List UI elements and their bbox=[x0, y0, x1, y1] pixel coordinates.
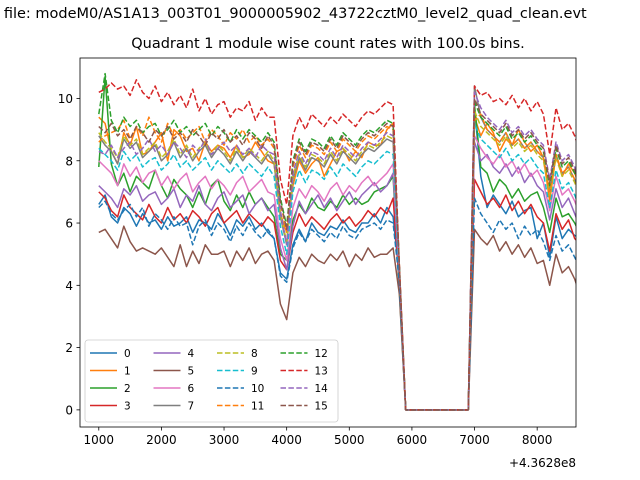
x-tick-label: 6000 bbox=[397, 433, 428, 447]
y-tick-label: 0 bbox=[65, 403, 73, 417]
series-group bbox=[98, 72, 576, 411]
legend-label-11: 11 bbox=[251, 401, 264, 413]
legend-label-8: 8 bbox=[251, 348, 258, 360]
x-tick-label: 7000 bbox=[459, 433, 490, 447]
x-tick-label: 2000 bbox=[146, 433, 177, 447]
legend-label-10: 10 bbox=[251, 383, 264, 395]
series-line-14 bbox=[98, 91, 576, 411]
figure-suptitle: in file: modeM0/AS1A13_003T01_9000005902… bbox=[0, 6, 640, 30]
series-line-12 bbox=[98, 72, 576, 411]
series-line-6 bbox=[98, 135, 576, 411]
chart-title: Quadrant 1 module wise count rates with … bbox=[131, 36, 525, 52]
legend-label-7: 7 bbox=[188, 401, 195, 413]
legend-label-13: 13 bbox=[315, 366, 328, 378]
legend-label-5: 5 bbox=[188, 366, 195, 378]
series-line-10 bbox=[98, 197, 576, 411]
y-tick-label: 10 bbox=[58, 92, 73, 106]
legend-frame bbox=[84, 339, 339, 423]
axes-frame bbox=[79, 57, 577, 428]
series-line-9 bbox=[98, 122, 576, 411]
series-line-15 bbox=[98, 97, 576, 411]
y-tick-label: 8 bbox=[65, 154, 73, 168]
series-line-3 bbox=[98, 178, 576, 411]
series-line-8 bbox=[98, 110, 576, 411]
y-tick-label: 4 bbox=[65, 279, 73, 293]
series-line-7 bbox=[98, 85, 576, 411]
x-offset-text: +4.3628e8 bbox=[509, 456, 576, 470]
legend-label-1: 1 bbox=[124, 366, 131, 378]
y-tick-label: 6 bbox=[65, 217, 73, 231]
legend-label-0: 0 bbox=[124, 348, 131, 360]
legend-label-15: 15 bbox=[315, 401, 328, 413]
series-line-13 bbox=[98, 79, 576, 411]
legend-label-3: 3 bbox=[124, 401, 131, 413]
y-tick-label: 2 bbox=[65, 341, 73, 355]
suptitle-text: in file: modeM0/AS1A13_003T01_9000005902… bbox=[0, 6, 587, 22]
legend-label-12: 12 bbox=[315, 348, 328, 360]
x-tick-label: 3000 bbox=[209, 433, 240, 447]
series-line-2 bbox=[98, 75, 576, 411]
legend-label-2: 2 bbox=[124, 383, 131, 395]
x-tick-label: 8000 bbox=[522, 433, 553, 447]
x-tick-label: 1000 bbox=[84, 433, 115, 447]
series-line-5 bbox=[98, 225, 576, 411]
x-tick-label: 4000 bbox=[271, 433, 302, 447]
series-line-11 bbox=[98, 113, 576, 411]
legend-label-14: 14 bbox=[315, 383, 329, 395]
legend-label-9: 9 bbox=[251, 366, 258, 378]
legend-label-4: 4 bbox=[188, 348, 195, 360]
series-line-0 bbox=[98, 107, 576, 411]
legend-label-6: 6 bbox=[188, 383, 195, 395]
x-tick-label: 5000 bbox=[334, 433, 365, 447]
